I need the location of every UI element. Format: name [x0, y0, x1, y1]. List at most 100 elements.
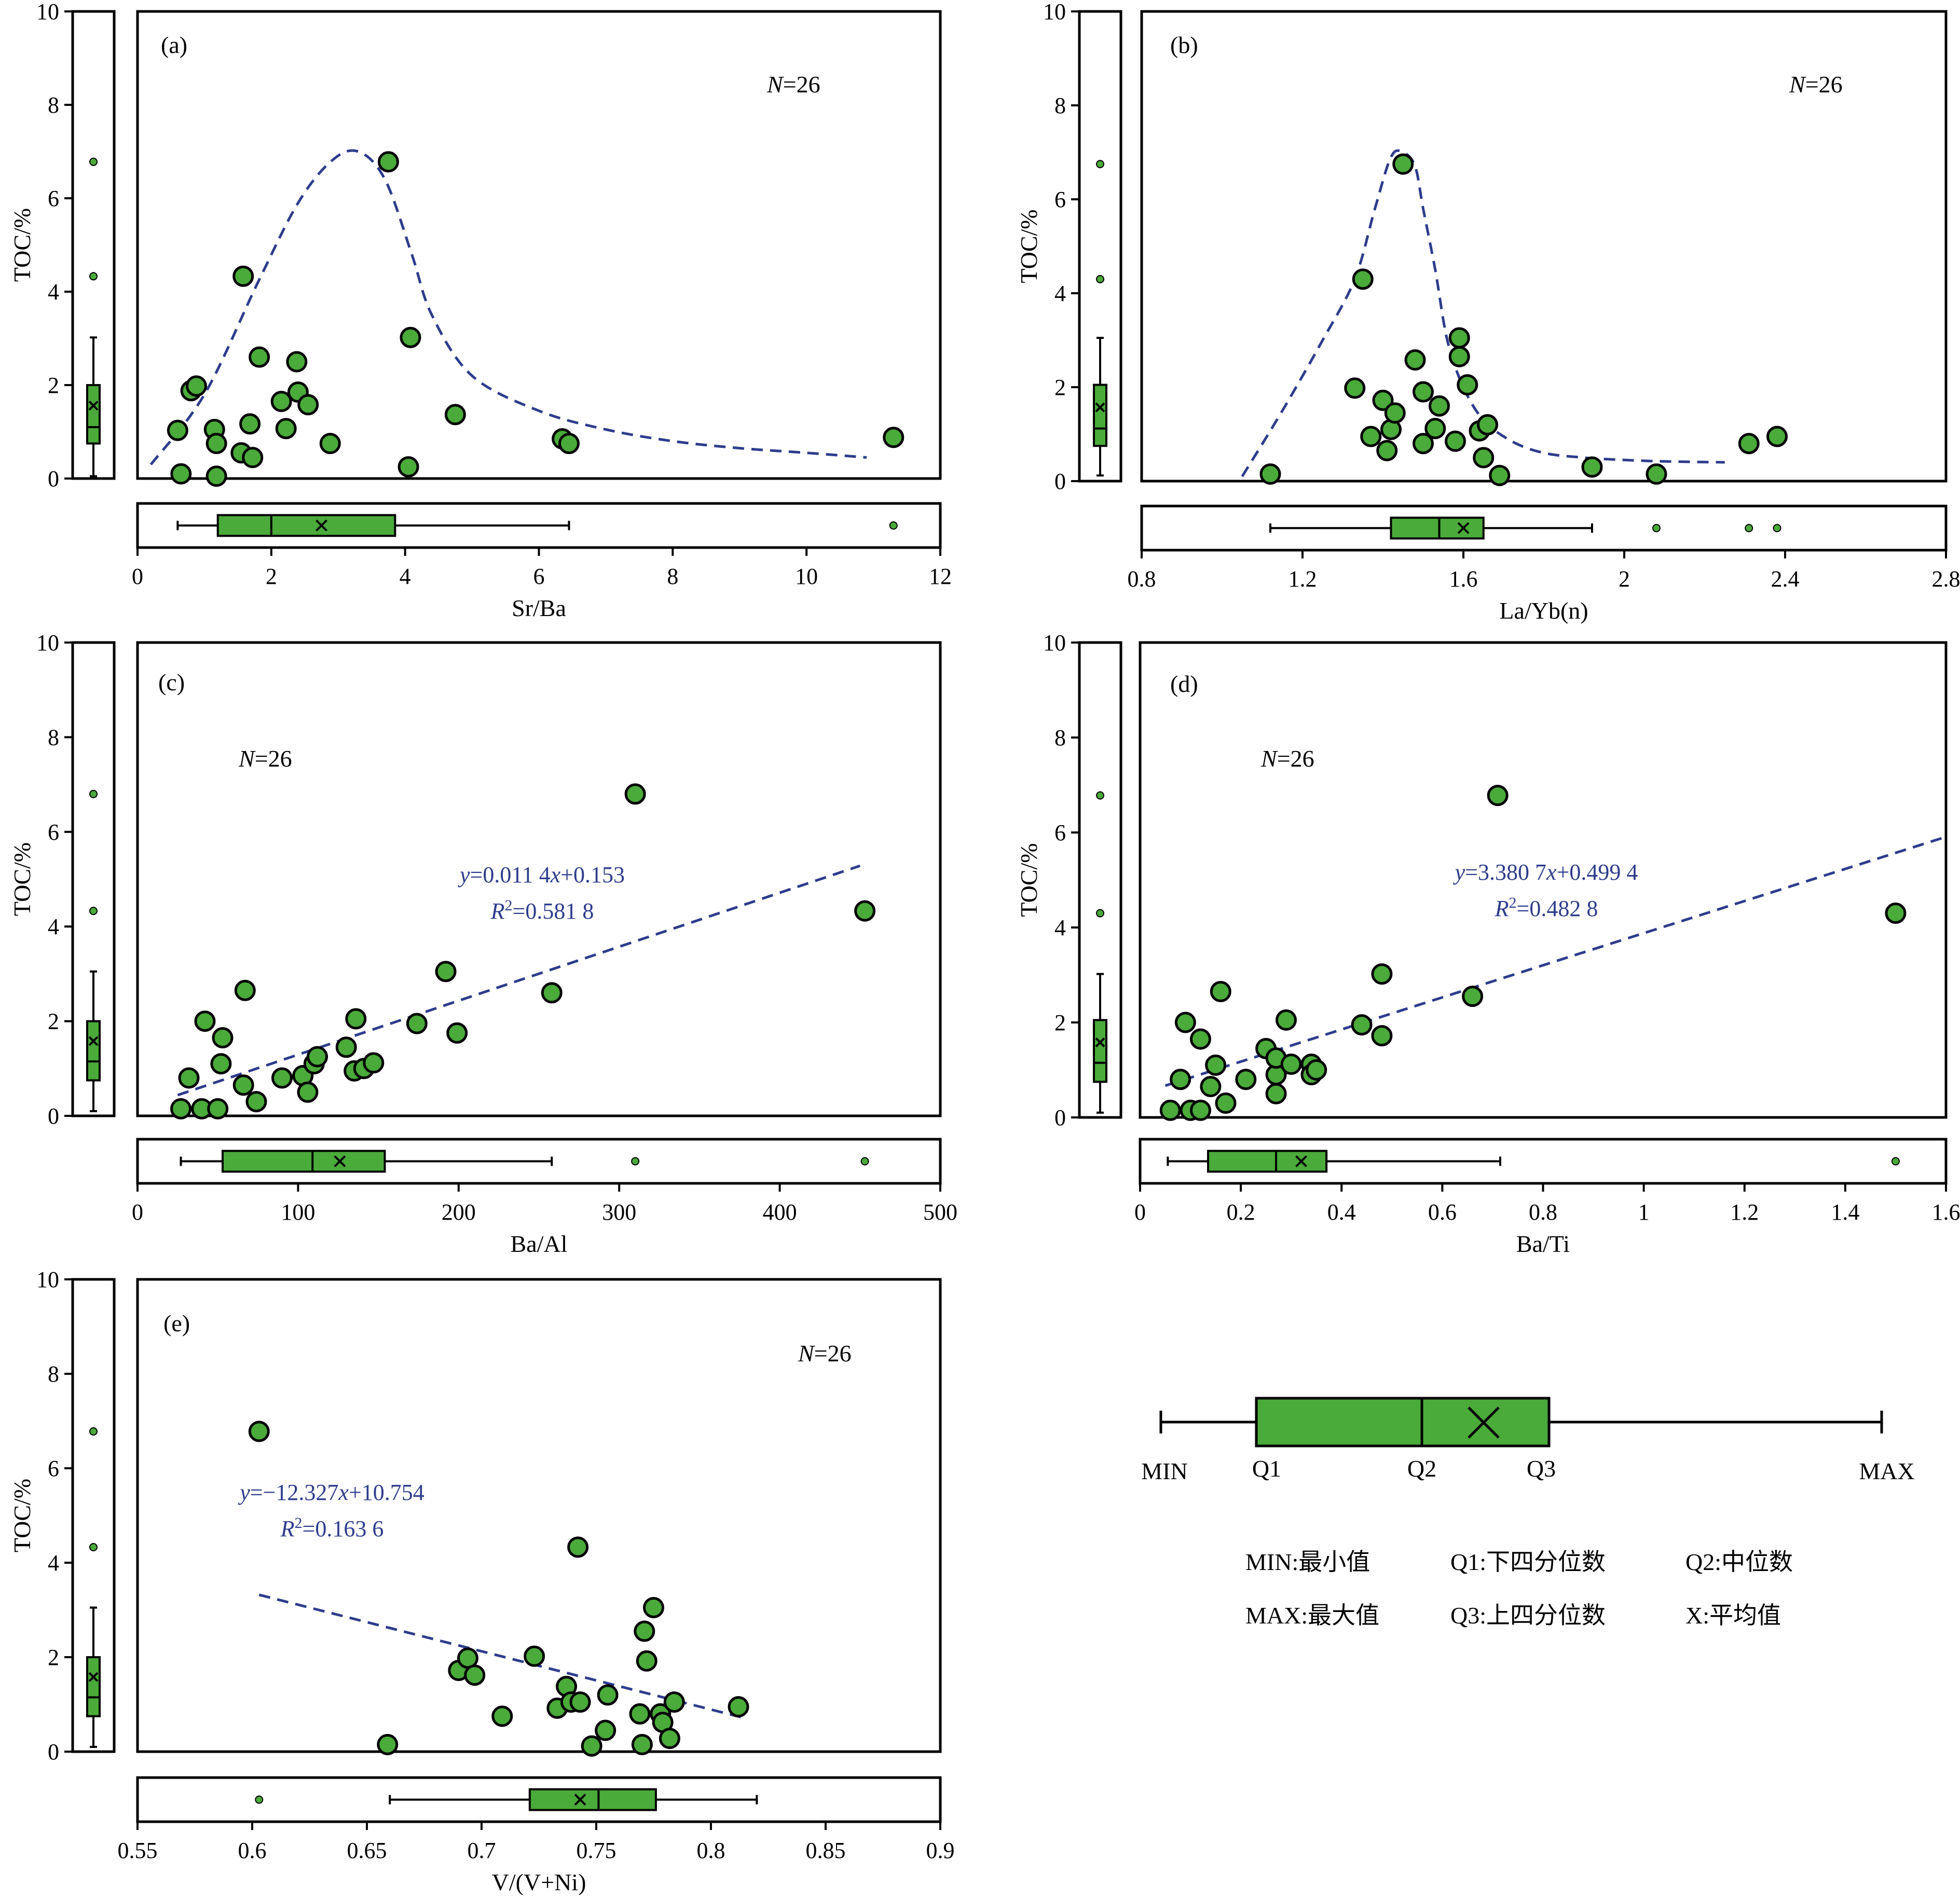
data-point [629, 1703, 651, 1725]
data-point [271, 1067, 293, 1089]
y-boxplot-frame [71, 10, 116, 480]
x-tick-label: 0.9 [926, 1838, 955, 1863]
data-point [1235, 1069, 1257, 1090]
y-tick-label: 4 [1054, 281, 1066, 306]
data-point [1473, 447, 1495, 469]
data-point [212, 1027, 234, 1049]
data-point [883, 427, 904, 448]
legend-q3-label: Q3 [1527, 1455, 1556, 1482]
x-box-outlier [889, 521, 898, 530]
y-tick-label: 8 [48, 1361, 59, 1387]
data-point [1352, 268, 1374, 290]
y-axis-label: TOC/% [9, 208, 35, 282]
y-boxplot-frame [1078, 641, 1122, 1119]
data-point [275, 418, 297, 440]
y-box-iqr [1093, 384, 1107, 447]
panel-2: 0 2 4 6 8 10 TOC/% 0 100 200 300 400 500 Ba/Al (c) N=26… [9, 630, 957, 1257]
trend-line [1241, 149, 1725, 477]
y-box-outlier [89, 1427, 98, 1436]
y-tick-label: 0 [48, 1739, 59, 1765]
y-box-mean [1095, 402, 1105, 413]
y-box-outlier [1096, 160, 1104, 169]
data-point [1448, 327, 1470, 349]
y-tick-label: 2 [1054, 375, 1066, 400]
data-point [345, 1008, 367, 1030]
data-point [1413, 381, 1434, 403]
x-axis-label: La/Yb(n) [1499, 597, 1588, 624]
data-point [1424, 418, 1446, 440]
data-point [1200, 1076, 1222, 1098]
x-box-mean [334, 1155, 346, 1167]
y-tick-label: 4 [1054, 915, 1066, 940]
y-box-outlier [89, 1542, 98, 1551]
data-point [1280, 1054, 1302, 1075]
data-point [1487, 785, 1509, 807]
x-tick-label: 0.55 [118, 1838, 158, 1863]
data-point [377, 1733, 399, 1755]
x-tick-label: 1.6 [1932, 1199, 1960, 1225]
data-point [1371, 1025, 1393, 1047]
data-point [1457, 374, 1478, 395]
data-point [1215, 1093, 1237, 1114]
y-box-outlier [1096, 791, 1104, 800]
x-box-outlier [255, 1795, 264, 1804]
x-tick-label: 12 [929, 564, 952, 589]
scatter-frame [136, 10, 942, 480]
y-box-mean [88, 401, 99, 411]
x-axis-label: Sr/Ba [512, 595, 566, 621]
y-tick-label: 2 [1054, 1010, 1066, 1035]
data-point [1189, 1099, 1211, 1121]
panel-4: 0 2 4 6 8 10 TOC/% 0.55 0.6 0.65 0.7 0.75 0.8 0.85 0.9… [9, 1267, 955, 1895]
y-tick-label: 6 [1054, 187, 1066, 212]
data-point [1404, 349, 1426, 371]
panel-label: (e) [163, 1310, 190, 1336]
data-point [643, 1596, 664, 1618]
data-point [1159, 1099, 1181, 1121]
data-point [634, 1620, 655, 1642]
data-point [595, 1719, 616, 1741]
y-axis-label: TOC/% [1016, 843, 1042, 917]
data-point [1275, 1009, 1297, 1031]
data-point [398, 456, 419, 477]
x-tick-label: 0.8 [697, 1838, 725, 1863]
data-point [597, 1684, 619, 1706]
scatter-frame [1140, 10, 1948, 483]
y-tick-label: 10 [1043, 630, 1066, 656]
regression-r2: R2=0.163 6 [280, 1514, 384, 1542]
data-point [1766, 426, 1788, 447]
data-point [335, 1036, 357, 1058]
data-point [297, 394, 319, 416]
data-point [663, 1691, 685, 1713]
y-tick-label: 6 [1054, 820, 1066, 845]
y-box-mean [1095, 1037, 1105, 1047]
scatter-frame [136, 641, 942, 1117]
regression-equation: y=0.011 4x+0.153 [458, 862, 625, 887]
data-point [286, 351, 308, 373]
y-tick-label: 2 [48, 373, 59, 398]
data-point [1210, 981, 1231, 1003]
data-point [210, 1053, 232, 1075]
x-axis-label: V/(V+Ni) [492, 1869, 586, 1895]
legend-note-q2: Q2:中位数 [1685, 1549, 1793, 1575]
y-tick-label: 0 [1054, 1105, 1066, 1130]
data-point [1376, 440, 1398, 461]
y-box-iqr [86, 1020, 101, 1082]
x-box-iqr [528, 1788, 657, 1811]
data-point [728, 1696, 749, 1718]
x-tick-label: 1.6 [1449, 566, 1478, 592]
x-tick-label: 0.4 [1327, 1199, 1356, 1225]
data-point [232, 1074, 254, 1096]
legend-min-label: MIN [1141, 1458, 1187, 1484]
data-point [400, 326, 421, 348]
data-point [297, 1081, 319, 1103]
y-axis-label: TOC/% [9, 1479, 35, 1552]
y-box-iqr [86, 384, 101, 445]
x-tick-label: 0.8 [1128, 566, 1156, 592]
x-box-outlier [1773, 524, 1781, 532]
scatter-frame [136, 1278, 942, 1753]
data-point [363, 1052, 385, 1074]
y-box-outlier [89, 157, 98, 166]
y-tick-label: 10 [36, 0, 59, 24]
